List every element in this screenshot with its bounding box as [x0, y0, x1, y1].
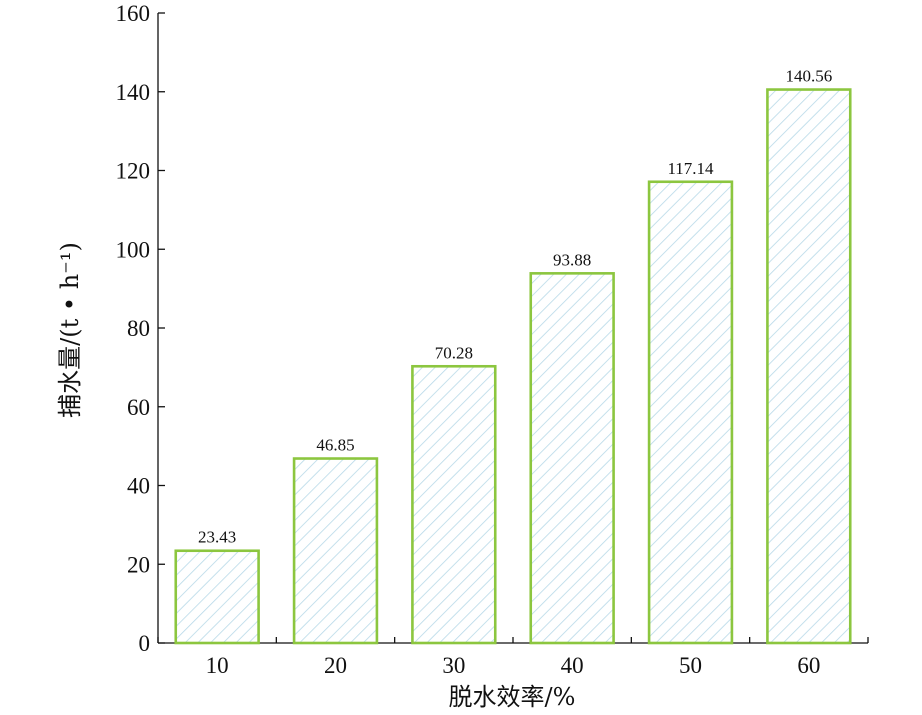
y-tick-label: 20 [127, 552, 150, 577]
x-tick-label: 50 [679, 653, 702, 678]
x-axis: 10 20 30 40 50 60 [157, 637, 869, 678]
y-tick-label: 140 [116, 80, 151, 105]
y-axis: 0 20 40 60 80 100 120 140 160 [116, 1, 165, 656]
bars: 23.43 46.85 70.28 93.88 117.14 140.56 [174, 67, 852, 645]
x-tick-label: 10 [206, 653, 229, 678]
y-tick-label: 60 [127, 395, 150, 420]
bar-value-label: 46.85 [316, 436, 354, 455]
y-axis-title: 捕水量/(t • h⁻¹) [56, 242, 84, 418]
x-tick-label: 30 [442, 653, 465, 678]
bar [766, 88, 852, 645]
y-tick-label: 80 [127, 316, 150, 341]
x-tick-label: 20 [324, 653, 347, 678]
bar-value-label: 117.14 [667, 159, 714, 178]
bar-value-label: 140.56 [785, 67, 832, 86]
y-tick-label: 40 [127, 474, 150, 499]
y-tick-label: 120 [116, 159, 151, 184]
x-tick-label: 60 [797, 653, 820, 678]
bar [292, 457, 379, 645]
x-axis-title: 脱水效率/% [449, 683, 576, 711]
y-tick-label: 160 [116, 1, 151, 26]
bar-value-label: 70.28 [435, 343, 473, 362]
bar-value-label: 93.88 [553, 250, 591, 269]
bar [647, 180, 734, 645]
bar [529, 272, 615, 645]
x-tick-label: 40 [561, 653, 584, 678]
bar [411, 364, 497, 645]
bar-value-label: 23.43 [198, 528, 236, 547]
y-tick-label: 0 [139, 631, 151, 656]
y-tick-label: 100 [116, 237, 151, 262]
bar [174, 549, 260, 645]
